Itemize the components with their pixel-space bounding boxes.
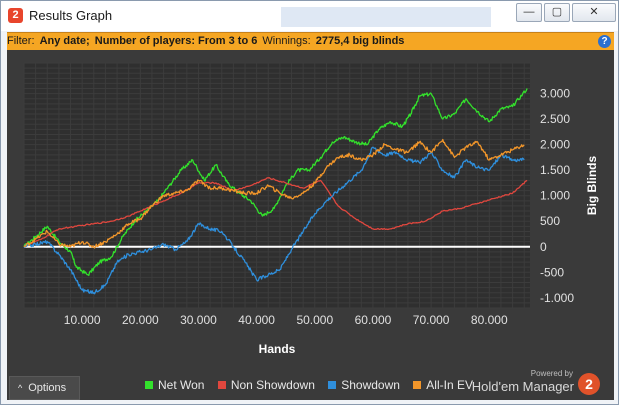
filter-label: Filter:: [7, 35, 35, 47]
y-tick-label: 1.000: [540, 189, 570, 203]
x-tick-label: 20.000: [122, 313, 159, 327]
x-tick-label: 50.000: [296, 313, 333, 327]
app-logo-icon: 2: [8, 8, 23, 23]
filter-players: Number of players: From 3 to 6: [94, 35, 258, 47]
legend-all-in-ev[interactable]: All-In EV: [413, 378, 473, 392]
filter-bar[interactable]: Filter: Any date; Number of players: Fro…: [7, 32, 614, 51]
series-line-net-won: [23, 88, 528, 277]
window-title: Results Graph: [29, 8, 113, 23]
y-axis-title: Big Blinds: [585, 156, 599, 216]
x-tick-label: 40.000: [238, 313, 275, 327]
legend-showdown[interactable]: Showdown: [328, 378, 400, 392]
y-tick-label: 500: [540, 214, 560, 228]
holdem-manager-logo-icon: 2: [578, 373, 600, 395]
graph-panel: 10.000 20.000 30.000 40.000 50.000 60.000 70.0…: [7, 50, 614, 400]
caret-up-icon: ^: [18, 383, 23, 393]
minimize-button[interactable]: —: [516, 3, 542, 22]
x-axis-title: Hands: [259, 342, 296, 356]
legend-swatch: [328, 381, 337, 389]
series-line-all-in-ev: [23, 138, 525, 249]
legend-net-won[interactable]: Net Won: [145, 378, 204, 392]
results-chart: 10.000 20.000 30.000 40.000 50.000 60.000 70.0…: [23, 62, 599, 356]
chart-legend: Net Won Non Showdown Showdown All-In EV: [145, 378, 483, 396]
legend-label: Net Won: [158, 378, 205, 392]
legend-label: Non Showdown: [230, 378, 315, 392]
background-window-strip: [281, 7, 491, 27]
maximize-button[interactable]: ▢: [544, 3, 570, 22]
series-line-showdown: [23, 146, 525, 295]
legend-non-showdown[interactable]: Non Showdown: [217, 378, 315, 392]
legend-swatch: [145, 381, 153, 389]
legend-swatch: [413, 381, 422, 389]
help-icon[interactable]: ?: [598, 35, 611, 48]
legend-label: All-In EV: [426, 378, 473, 392]
series-line-non-showdown: [23, 177, 528, 248]
legend-label: Showdown: [341, 378, 400, 392]
y-tick-label: 0: [540, 240, 547, 254]
y-tick-label: -500: [540, 265, 564, 279]
y-tick-label: 2.500: [540, 112, 570, 126]
y-tick-label: 2.000: [540, 138, 570, 152]
x-tick-label: 10.000: [64, 313, 101, 327]
filter-winnings-label: Winnings:: [262, 35, 311, 47]
x-tick-label: 60.000: [355, 313, 392, 327]
filter-winnings-value: 2775,4 big blinds: [315, 35, 405, 47]
x-tick-label: 80.000: [471, 313, 508, 327]
y-tick-label: -1.000: [540, 291, 574, 305]
powered-by-text: Powered by: [530, 369, 573, 378]
y-tick-label: 1.500: [540, 163, 570, 177]
brand-name: Hold'em Manager: [471, 379, 574, 394]
x-tick-label: 70.000: [413, 313, 450, 327]
options-button[interactable]: ^ Options: [9, 376, 80, 400]
y-tick-label: 3.000: [540, 87, 570, 101]
options-label: Options: [28, 382, 67, 394]
x-tick-label: 30.000: [180, 313, 217, 327]
title-bar[interactable]: 2 Results Graph — ▢ ✕: [1, 1, 618, 31]
close-button[interactable]: ✕: [572, 3, 616, 22]
filter-date: Any date;: [39, 35, 90, 47]
legend-swatch: [217, 381, 226, 389]
